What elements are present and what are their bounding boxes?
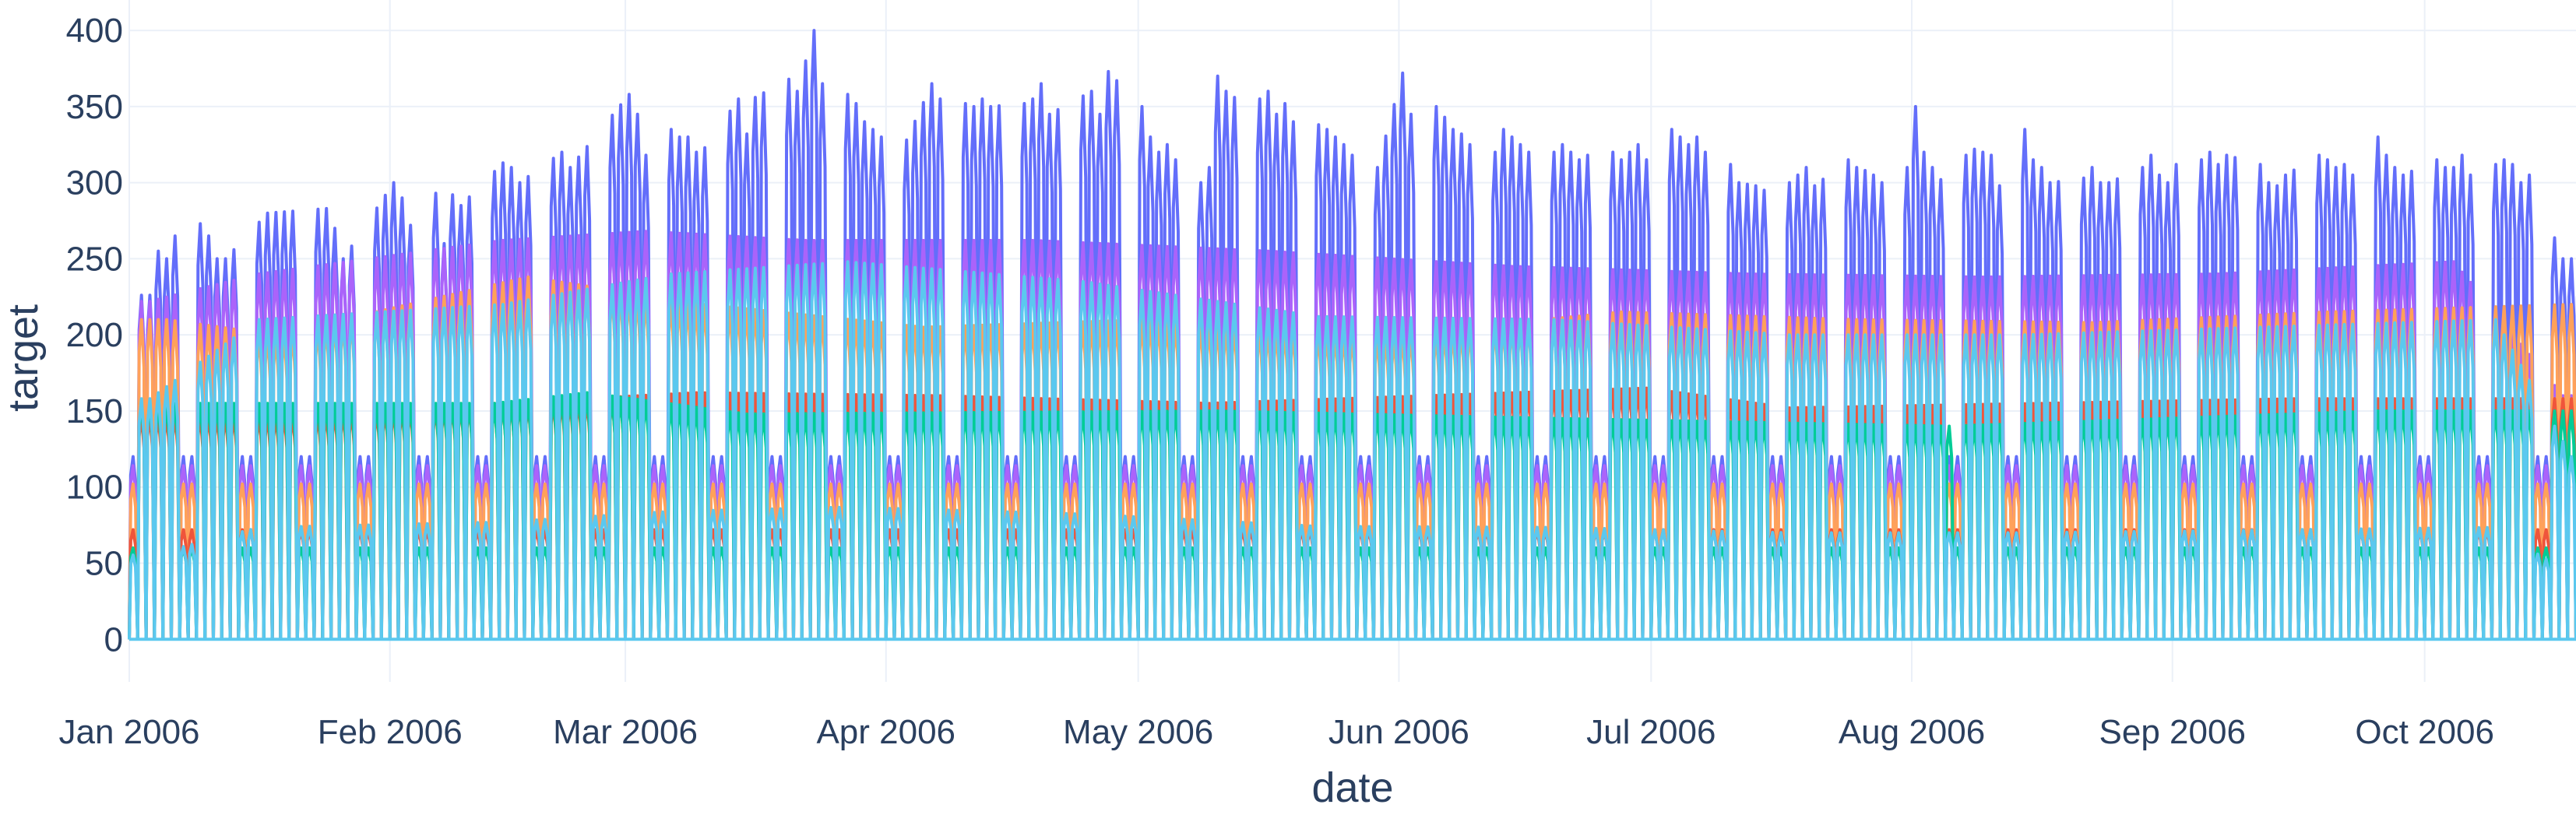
x-tick-label: Sep 2006 [2099,713,2246,751]
y-tick-label: 50 [85,544,123,582]
x-axis-title: date [1311,764,1393,811]
x-tick-label: Oct 2006 [2355,713,2494,751]
x-tick-label: May 2006 [1063,713,1213,751]
y-tick-label: 350 [66,88,123,126]
x-tick-label: Aug 2006 [1839,713,1985,751]
series-line-4 [128,391,2576,640]
y-tick-label: 400 [66,12,123,50]
x-tick-label: Apr 2006 [816,713,955,751]
series-line-1 [128,230,2576,640]
axis-layer: 0 50 100 150 200 250 300 350 400 Jan 2006 Feb 2006… [58,12,2493,751]
y-tick-label: 300 [66,164,123,202]
series-layer [128,29,2576,641]
y-tick-label: 200 [66,316,123,354]
series-line-0 [128,29,2576,640]
y-tick-label: 0 [104,620,123,659]
x-tick-label: Jan 2006 [58,713,199,751]
y-axis-title: target [0,304,47,412]
x-tick-label: Feb 2006 [318,713,463,751]
x-tick-label: Mar 2006 [553,713,698,751]
y-tick-label: 100 [66,469,123,507]
y-tick-label: 250 [66,240,123,278]
x-tick-label: Jul 2006 [1586,713,1716,751]
y-tick-label: 150 [66,392,123,430]
series-line-5 [128,260,2576,640]
x-tick-label: Jun 2006 [1328,713,1469,751]
